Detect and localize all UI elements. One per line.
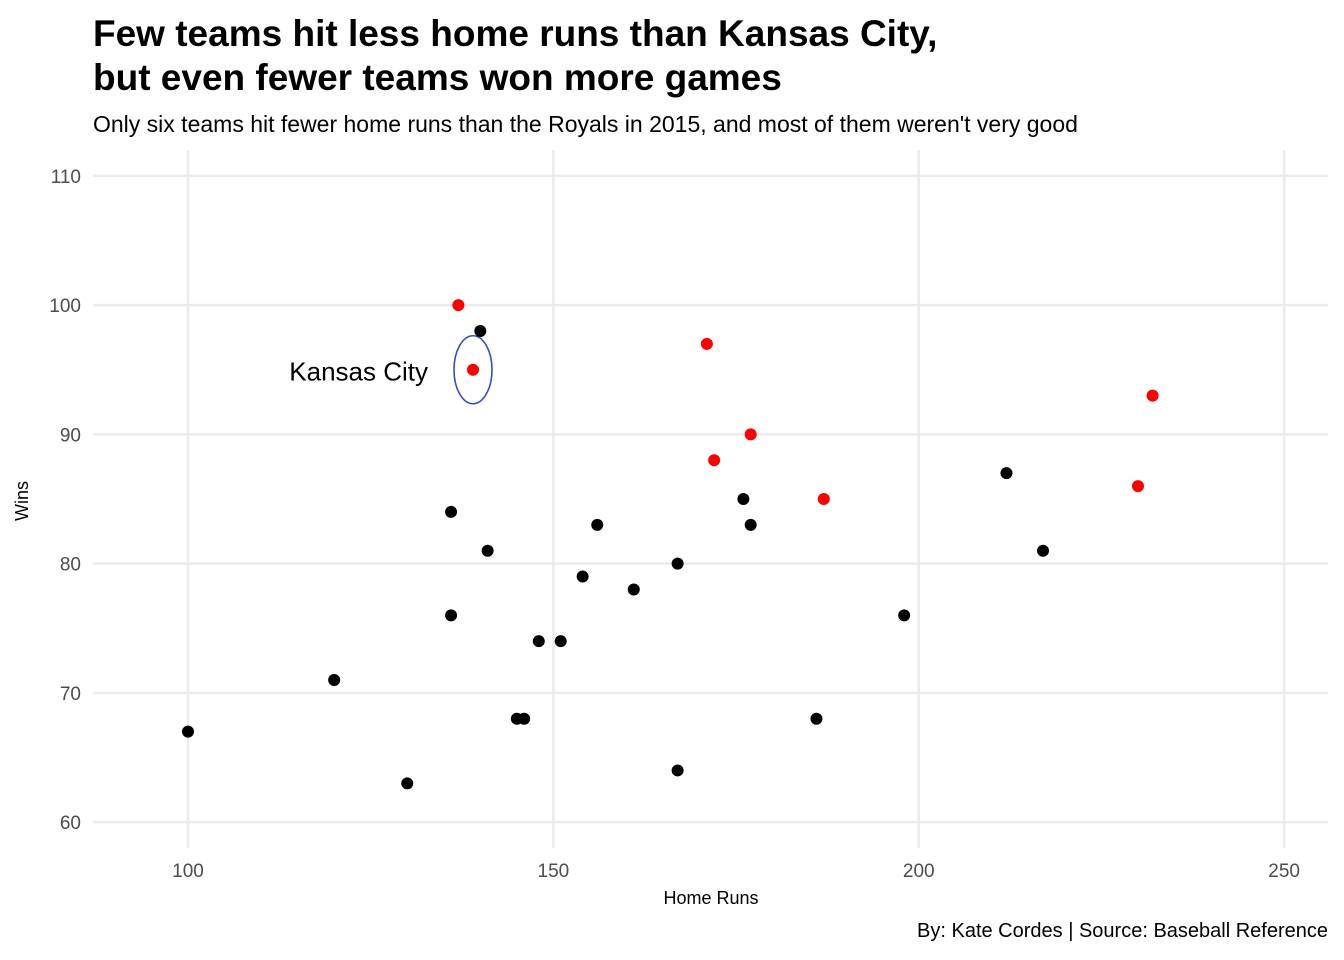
data-point bbox=[554, 635, 567, 648]
annotation-label: Kansas City bbox=[289, 357, 428, 387]
highlighted-point bbox=[700, 337, 713, 350]
data-point bbox=[898, 609, 911, 622]
data-point bbox=[474, 324, 487, 337]
y-axis-title: Wins bbox=[12, 481, 32, 521]
y-tick-label: 100 bbox=[49, 296, 81, 317]
grid-lines bbox=[93, 150, 1328, 848]
chart-title: Few teams hit less home runs than Kansas… bbox=[93, 12, 1293, 100]
data-point bbox=[445, 609, 458, 622]
x-tick-label: 100 bbox=[172, 861, 204, 882]
data-point bbox=[737, 493, 750, 505]
data-point bbox=[671, 557, 684, 570]
highlighted-point bbox=[467, 363, 479, 376]
y-tick-label: 110 bbox=[51, 167, 81, 188]
x-axis-title: Home Runs bbox=[663, 888, 758, 908]
highlighted-point bbox=[817, 493, 830, 505]
data-point bbox=[328, 673, 341, 686]
data-point bbox=[182, 725, 194, 738]
highlighted-point bbox=[708, 454, 721, 467]
data-point bbox=[401, 777, 414, 790]
data-point bbox=[518, 712, 531, 725]
x-tick-label: 150 bbox=[538, 861, 570, 882]
chart-title-line-2: but even fewer teams won more games bbox=[93, 57, 782, 98]
y-tick-label: 90 bbox=[60, 425, 81, 446]
highlighted-point bbox=[1146, 389, 1159, 402]
tick-labels: 100 150 200 250 60 70 80 90 100 110 bbox=[49, 167, 1300, 882]
highlighted-point bbox=[452, 299, 465, 312]
data-point bbox=[744, 518, 757, 531]
data-point bbox=[1037, 544, 1049, 557]
highlighted-point bbox=[744, 428, 757, 441]
annotation-group: Kansas City bbox=[289, 334, 493, 405]
x-tick-label: 250 bbox=[1268, 861, 1300, 882]
data-point bbox=[1000, 467, 1013, 480]
y-tick-label: 60 bbox=[60, 813, 81, 834]
chart-subtitle: Only six teams hit fewer home runs than … bbox=[93, 111, 1078, 137]
data-point bbox=[627, 583, 640, 596]
data-point bbox=[591, 518, 604, 531]
data-point bbox=[532, 635, 545, 648]
chart-title-line-1: Few teams hit less home runs than Kansas… bbox=[93, 13, 938, 54]
highlight-ring bbox=[453, 334, 493, 405]
y-tick-label: 80 bbox=[60, 555, 81, 576]
data-point bbox=[671, 764, 684, 777]
data-point bbox=[481, 544, 494, 557]
x-tick-label: 200 bbox=[903, 861, 935, 882]
data-point bbox=[445, 505, 458, 518]
chart-caption: By: Kate Cordes | Source: Baseball Refer… bbox=[917, 920, 1328, 942]
y-tick-label: 70 bbox=[60, 684, 81, 705]
data-point bbox=[810, 712, 823, 725]
highlighted-point bbox=[1132, 480, 1144, 493]
data-point bbox=[576, 570, 589, 583]
data-points bbox=[182, 299, 1159, 790]
